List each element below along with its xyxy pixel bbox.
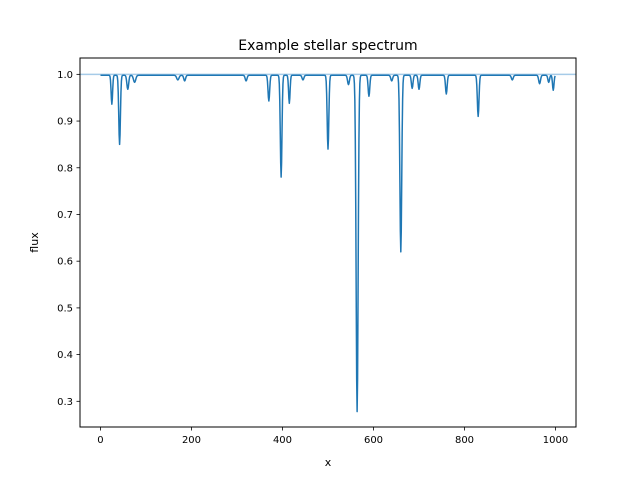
plot-area xyxy=(80,73,576,413)
axes-frame xyxy=(79,57,577,428)
y-tick-label: 0.3 xyxy=(57,397,73,408)
x-tick-label: 800 xyxy=(455,435,474,446)
x-axis-label: x xyxy=(325,456,332,469)
y-axis: 0.3 0.4 0.5 0.6 0.7 0.8 0.9 1.0 xyxy=(57,70,80,408)
y-tick-label: 0.9 xyxy=(57,117,73,128)
chart-title: Example stellar spectrum xyxy=(238,38,417,54)
x-tick-label: 0 xyxy=(97,435,103,446)
y-tick-label: 1.0 xyxy=(57,70,73,81)
y-axis-label: flux xyxy=(28,232,41,253)
x-tick-label: 200 xyxy=(182,435,201,446)
y-tick-label: 0.6 xyxy=(57,257,73,268)
y-tick-label: 0.5 xyxy=(57,303,73,314)
x-tick-label: 1000 xyxy=(543,435,568,446)
y-tick-label: 0.7 xyxy=(57,210,73,221)
spectrum-series-line xyxy=(100,74,556,413)
y-tick-label: 0.8 xyxy=(57,163,73,174)
x-axis: 0 200 400 600 800 1000 xyxy=(97,427,568,446)
x-tick-label: 400 xyxy=(273,435,292,446)
y-tick-label: 0.4 xyxy=(57,350,73,361)
x-tick-label: 600 xyxy=(364,435,383,446)
